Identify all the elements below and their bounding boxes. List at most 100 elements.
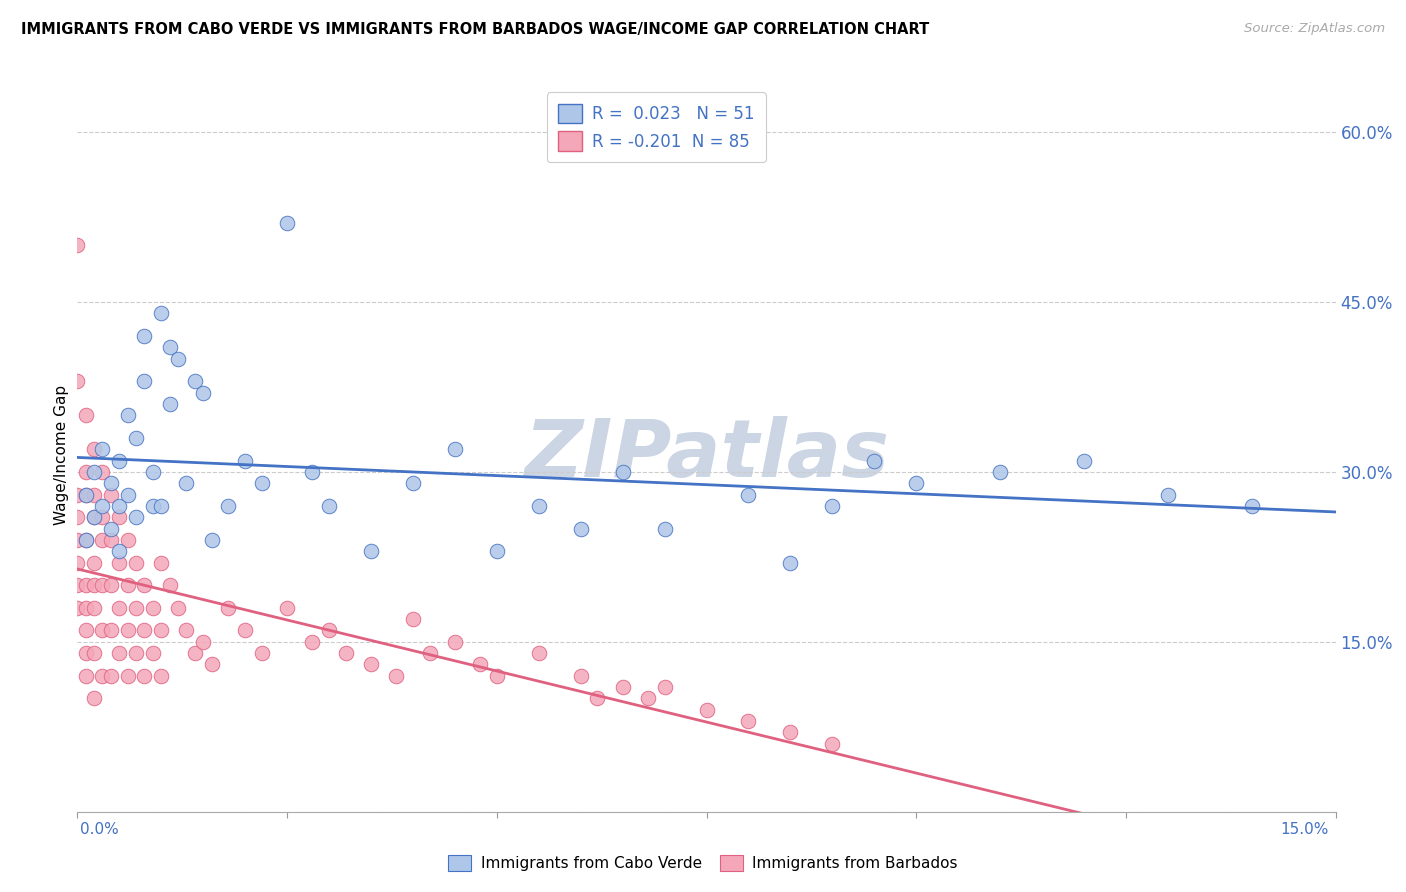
Point	[276, 216, 298, 230]
Point	[108, 499, 131, 513]
Point	[318, 624, 340, 638]
Point	[737, 714, 759, 728]
Point	[159, 578, 181, 592]
Point	[83, 578, 105, 592]
Point	[91, 465, 114, 479]
Point	[159, 397, 181, 411]
Point	[184, 374, 207, 388]
Point	[142, 499, 165, 513]
Point	[66, 510, 89, 524]
Point	[75, 487, 97, 501]
Point	[779, 556, 801, 570]
Point	[184, 646, 207, 660]
Point	[485, 669, 508, 683]
Point	[360, 544, 382, 558]
Point	[117, 669, 139, 683]
Point	[108, 600, 131, 615]
Point	[150, 499, 173, 513]
Point	[1240, 499, 1263, 513]
Point	[612, 465, 634, 479]
Point	[75, 465, 97, 479]
Point	[108, 453, 131, 467]
Point	[167, 600, 190, 615]
Point	[83, 465, 105, 479]
Point	[134, 669, 156, 683]
Point	[569, 522, 592, 536]
Point	[125, 510, 148, 524]
Point	[200, 533, 222, 547]
Point	[83, 442, 105, 457]
Point	[83, 510, 105, 524]
Point	[91, 669, 114, 683]
Point	[66, 600, 89, 615]
Point	[150, 669, 173, 683]
Point	[108, 510, 131, 524]
Point	[863, 453, 886, 467]
Point	[402, 612, 425, 626]
Point	[125, 646, 148, 660]
Point	[1073, 453, 1095, 467]
Point	[134, 624, 156, 638]
Point	[83, 556, 105, 570]
Point	[233, 453, 256, 467]
Point	[75, 487, 97, 501]
Point	[217, 600, 239, 615]
Point	[75, 646, 97, 660]
Point	[301, 635, 323, 649]
Point	[108, 544, 131, 558]
Point	[150, 556, 173, 570]
Point	[654, 522, 676, 536]
Point	[91, 578, 114, 592]
Point	[142, 646, 165, 660]
Text: 15.0%: 15.0%	[1281, 822, 1329, 838]
Point	[134, 578, 156, 592]
Point	[200, 657, 222, 672]
Point	[91, 510, 114, 524]
Point	[527, 499, 550, 513]
Point	[108, 556, 131, 570]
Point	[527, 646, 550, 660]
Point	[276, 600, 298, 615]
Point	[176, 624, 198, 638]
Point	[66, 374, 89, 388]
Point	[75, 578, 97, 592]
Point	[250, 476, 273, 491]
Point	[586, 691, 609, 706]
Point	[654, 680, 676, 694]
Point	[125, 556, 148, 570]
Point	[612, 680, 634, 694]
Point	[637, 691, 659, 706]
Point	[75, 669, 97, 683]
Point	[75, 409, 97, 423]
Point	[66, 238, 89, 252]
Point	[485, 544, 508, 558]
Point	[134, 374, 156, 388]
Point	[167, 351, 190, 366]
Point	[117, 578, 139, 592]
Point	[419, 646, 441, 660]
Point	[125, 600, 148, 615]
Point	[696, 703, 718, 717]
Point	[444, 442, 467, 457]
Point	[821, 737, 844, 751]
Point	[301, 465, 323, 479]
Point	[737, 487, 759, 501]
Point	[1157, 487, 1180, 501]
Text: ZIPatlas: ZIPatlas	[524, 416, 889, 494]
Point	[75, 600, 97, 615]
Point	[66, 556, 89, 570]
Point	[569, 669, 592, 683]
Point	[360, 657, 382, 672]
Point	[100, 578, 122, 592]
Y-axis label: Wage/Income Gap: Wage/Income Gap	[53, 384, 69, 525]
Point	[100, 624, 122, 638]
Point	[91, 499, 114, 513]
Point	[100, 487, 122, 501]
Point	[125, 431, 148, 445]
Point	[779, 725, 801, 739]
Point	[159, 340, 181, 354]
Point	[100, 669, 122, 683]
Point	[83, 691, 105, 706]
Point	[233, 624, 256, 638]
Legend: Immigrants from Cabo Verde, Immigrants from Barbados: Immigrants from Cabo Verde, Immigrants f…	[443, 848, 963, 878]
